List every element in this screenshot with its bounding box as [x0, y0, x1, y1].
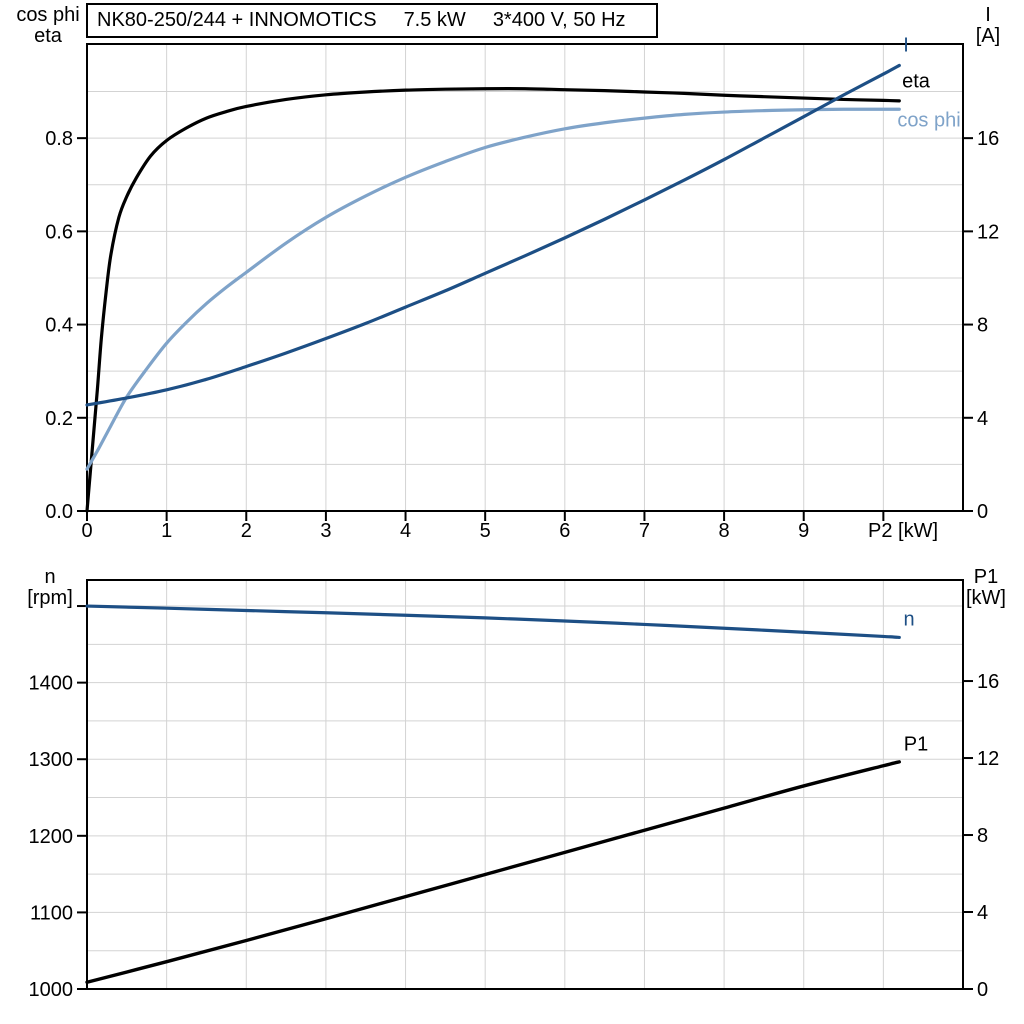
tick-label: 0.4 [45, 315, 73, 337]
tick-label: 2 [241, 520, 252, 542]
axis-ticks: 1000 1100 1200 1300 1400 0 4 8 12 16 [29, 605, 999, 1001]
series-curves [85, 63, 901, 513]
tick-label: 8 [977, 825, 988, 847]
axis-header-speed-unit: [rpm] [27, 587, 73, 609]
tick-label: 1200 [29, 826, 74, 848]
tick-label: 8 [719, 520, 730, 542]
tick-label: 4 [400, 520, 411, 542]
tick-label: 0.0 [45, 501, 73, 523]
series-eta [85, 87, 901, 513]
top-right-axis-header: I [A] [948, 5, 1024, 47]
plot-frame [86, 579, 964, 990]
axis-header-speed: n [44, 566, 56, 588]
tick-label: 0 [977, 501, 988, 523]
series-n [85, 604, 901, 640]
axis-header-cosphi: cos phi [16, 4, 80, 26]
tick-label: 3 [320, 520, 331, 542]
curve-label-eta: eta [902, 70, 930, 93]
tick-label: 6 [559, 520, 570, 542]
title-pump-model: NK80-250/244 + INNOMOTICS [97, 9, 377, 31]
axis-header-p1-unit: [kW] [966, 587, 1006, 609]
axis-header-current: I [985, 4, 991, 26]
top-left-axis-header: cos phi eta [8, 5, 88, 47]
tick-label: 9 [798, 520, 809, 542]
x-axis-label-p2: P2 [kW] [867, 520, 939, 542]
tick-label: 16 [977, 128, 999, 150]
tick-label: 1400 [29, 673, 74, 695]
axis-header-p1: P1 [973, 566, 999, 588]
vertical-gridlines [166, 580, 884, 989]
tick-label: 12 [977, 221, 999, 243]
tick-label: 1100 [30, 902, 73, 924]
tick-label: 5 [480, 520, 491, 542]
title-rated-power: 7.5 kW [403, 9, 466, 31]
tick-label: 4 [977, 902, 988, 924]
axis-header-current-unit: [A] [975, 25, 1001, 47]
tick-label: 1300 [29, 749, 74, 771]
series-I [85, 63, 901, 407]
tick-label: 0.8 [45, 128, 73, 150]
curve-label-cosphi: cos phi [897, 109, 961, 132]
tick-label: 12 [977, 748, 999, 770]
horizontal-gridlines [87, 91, 963, 465]
curve-label-speed: n [903, 608, 915, 631]
curve-label-p1: P1 [903, 733, 929, 756]
tick-label: 0 [977, 979, 988, 1001]
series-curves [85, 604, 901, 984]
tick-label: 4 [977, 408, 988, 430]
series-cos-phi [85, 107, 901, 471]
chart-bottom: 1000 1100 1200 1300 1400 0 4 8 12 16 [29, 579, 999, 1001]
tick-label: 8 [977, 315, 988, 337]
series-P1 [85, 760, 901, 984]
chart-title-box: NK80-250/244 + INNOMOTICS 7.5 kW 3*400 V… [86, 3, 658, 38]
tick-label: 1 [161, 520, 172, 542]
title-voltage-frequency: 3*400 V, 50 Hz [492, 9, 626, 31]
bottom-left-axis-header: n [rpm] [10, 567, 90, 609]
tick-label: 0.2 [45, 408, 73, 430]
tick-label: 1000 [29, 979, 74, 1001]
tick-label: 0.6 [45, 221, 73, 243]
plot-frame [86, 43, 964, 512]
curve-label-current: I [903, 34, 909, 57]
tick-label: 0 [81, 520, 92, 542]
horizontal-gridlines [87, 605, 963, 952]
bottom-right-axis-header: P1 [kW] [946, 567, 1024, 609]
axis-header-eta: eta [34, 25, 62, 47]
tick-label: 7 [639, 520, 650, 542]
tick-label: 16 [977, 671, 999, 693]
